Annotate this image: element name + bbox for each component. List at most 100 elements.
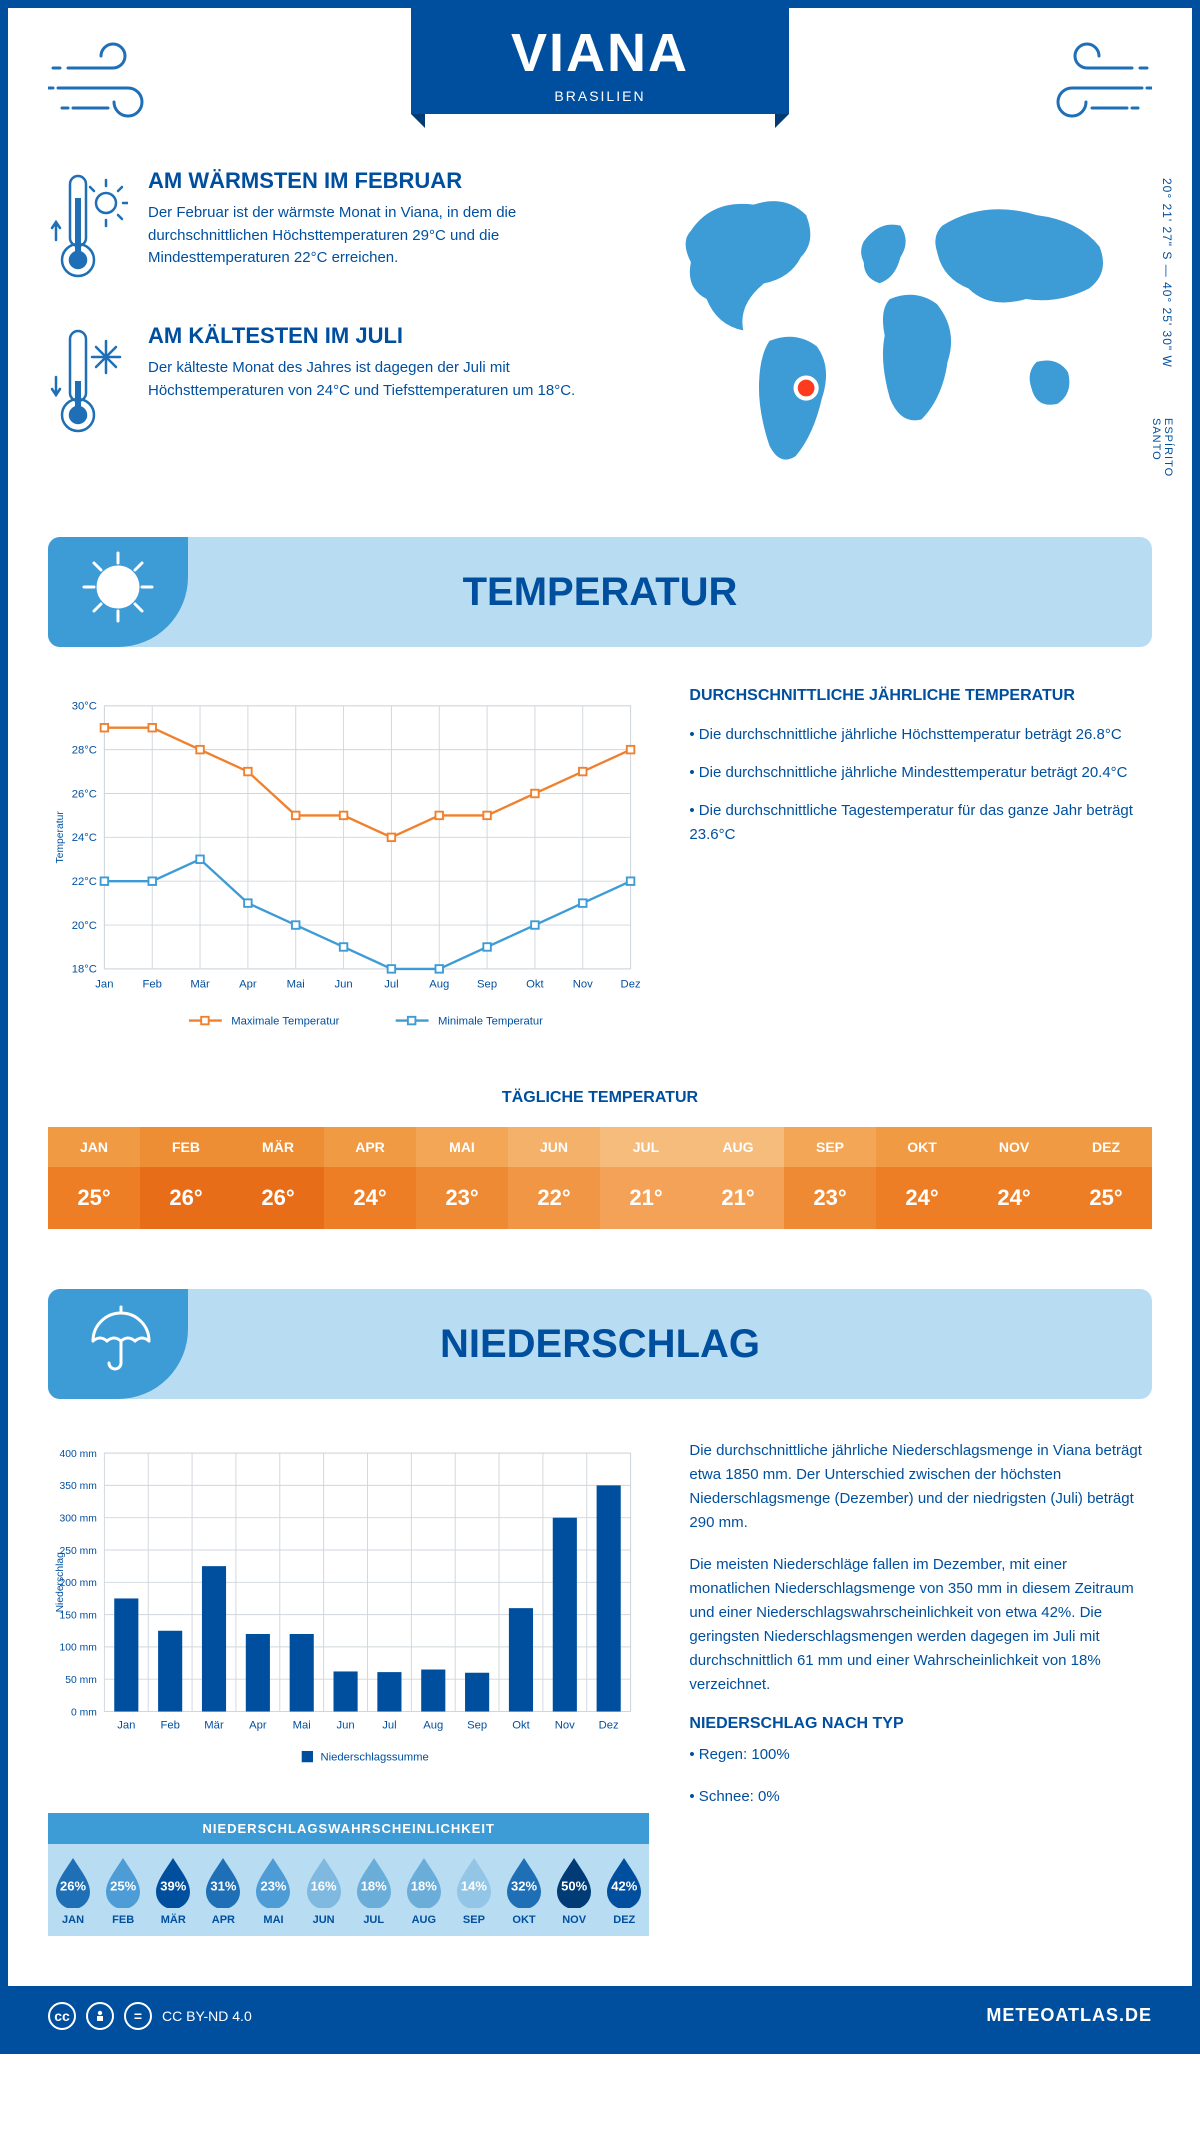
svg-text:Mai: Mai	[287, 979, 305, 991]
svg-text:22°C: 22°C	[72, 876, 97, 888]
svg-text:Jan: Jan	[117, 1720, 135, 1732]
header: VIANA BRASILIEN	[48, 38, 1152, 128]
precipitation-probability-block: NIEDERSCHLAGSWAHRSCHEINLICHKEIT 26%JAN25…	[48, 1813, 649, 1936]
svg-text:Sep: Sep	[467, 1720, 487, 1732]
wind-icon-left	[48, 38, 168, 128]
by-icon	[86, 2002, 114, 2030]
warmest-text: Der Februar ist der wärmste Monat in Via…	[148, 202, 598, 270]
prob-cell: 39%MÄR	[148, 1844, 198, 1936]
intro-row: AM WÄRMSTEN IM FEBRUAR Der Februar ist d…	[48, 168, 1152, 487]
thermometer-hot-icon	[48, 168, 128, 293]
prob-cell: 23%MAI	[248, 1844, 298, 1936]
region-label: ESPÍRITO SANTO	[1150, 418, 1174, 487]
prob-cell: 18%JUL	[349, 1844, 399, 1936]
svg-text:Jan: Jan	[95, 979, 113, 991]
svg-text:30°C: 30°C	[72, 701, 97, 713]
prob-cell: 50%NOV	[549, 1844, 599, 1936]
prob-cell: 26%JAN	[48, 1844, 98, 1936]
site-name: METEOATLAS.DE	[986, 2005, 1152, 2026]
svg-text:Aug: Aug	[429, 979, 449, 991]
svg-text:0 mm: 0 mm	[71, 1708, 97, 1719]
svg-text:24°C: 24°C	[72, 832, 97, 844]
temp-info-item: • Die durchschnittliche jährliche Mindes…	[689, 761, 1152, 785]
svg-text:Mär: Mär	[204, 1720, 224, 1732]
temp-table-col: JUL21°	[600, 1127, 692, 1229]
warmest-fact: AM WÄRMSTEN IM FEBRUAR Der Februar ist d…	[48, 168, 598, 293]
svg-text:Dez: Dez	[621, 979, 641, 991]
svg-text:Okt: Okt	[512, 1720, 530, 1732]
coldest-title: AM KÄLTESTEN IM JULI	[148, 323, 598, 349]
temp-table-col: NOV24°	[968, 1127, 1060, 1229]
svg-text:Jul: Jul	[382, 1720, 396, 1732]
svg-text:18°C: 18°C	[72, 964, 97, 976]
country-subtitle: BRASILIEN	[511, 88, 689, 104]
temp-table-col: AUG21°	[692, 1127, 784, 1229]
temp-table-col: FEB26°	[140, 1127, 232, 1229]
prob-cell: 25%FEB	[98, 1844, 148, 1936]
temp-table-col: DEZ25°	[1060, 1127, 1152, 1229]
svg-text:Mär: Mär	[190, 979, 210, 991]
city-title: VIANA	[511, 22, 689, 84]
title-banner: VIANA BRASILIEN	[411, 8, 789, 114]
prob-cell: 32%OKT	[499, 1844, 549, 1936]
temp-table-col: MÄR26°	[232, 1127, 324, 1229]
temp-table-col: APR24°	[324, 1127, 416, 1229]
nd-icon: =	[124, 2002, 152, 2030]
svg-text:Niederschlagssumme: Niederschlagssumme	[321, 1752, 429, 1764]
svg-text:Aug: Aug	[423, 1720, 443, 1732]
temp-table-col: OKT24°	[876, 1127, 968, 1229]
temperature-info: DURCHSCHNITTLICHE JÄHRLICHE TEMPERATUR •…	[689, 687, 1152, 1049]
svg-text:Apr: Apr	[249, 1720, 267, 1732]
footer: cc = CC BY-ND 4.0 METEOATLAS.DE	[8, 1986, 1192, 2046]
svg-text:20°C: 20°C	[72, 920, 97, 932]
temp-table-col: JUN22°	[508, 1127, 600, 1229]
svg-text:Maximale Temperatur: Maximale Temperatur	[231, 1016, 339, 1028]
prob-cell: 42%DEZ	[599, 1844, 649, 1936]
temp-table-col: SEP23°	[784, 1127, 876, 1229]
prob-cell: 18%AUG	[399, 1844, 449, 1936]
svg-text:300 mm: 300 mm	[60, 1514, 97, 1525]
temp-info-item: • Die durchschnittliche jährliche Höchst…	[689, 723, 1152, 747]
svg-text:Jul: Jul	[384, 979, 398, 991]
svg-text:Nov: Nov	[555, 1720, 575, 1732]
svg-text:Feb: Feb	[160, 1720, 179, 1732]
daily-temp-title: TÄGLICHE TEMPERATUR	[48, 1089, 1152, 1107]
precipitation-title: NIEDERSCHLAG	[48, 1322, 1152, 1367]
svg-text:Jun: Jun	[336, 1720, 354, 1732]
temperature-line-chart: 18°C20°C22°C24°C26°C28°C30°CJanFebMärApr…	[48, 687, 649, 1049]
precipitation-section-header: NIEDERSCHLAG	[48, 1289, 1152, 1399]
svg-text:Jun: Jun	[334, 979, 352, 991]
svg-text:Niederschlag: Niederschlag	[55, 1552, 66, 1613]
svg-text:100 mm: 100 mm	[60, 1643, 97, 1654]
prob-cell: 31%APR	[198, 1844, 248, 1936]
page-frame: VIANA BRASILIEN	[0, 0, 1200, 2054]
svg-text:Apr: Apr	[239, 979, 257, 991]
svg-text:Minimale Temperatur: Minimale Temperatur	[438, 1016, 543, 1028]
world-map: 20° 21' 27" S — 40° 25' 30" W ESPÍRITO S…	[628, 168, 1152, 487]
svg-text:350 mm: 350 mm	[60, 1482, 97, 1493]
wind-icon-right	[1032, 38, 1152, 128]
precip-type-title: NIEDERSCHLAG NACH TYP	[689, 1715, 1152, 1733]
thermometer-cold-icon	[48, 323, 128, 448]
temp-table-col: MAI23°	[416, 1127, 508, 1229]
svg-text:28°C: 28°C	[72, 745, 97, 757]
cc-icon: cc	[48, 2002, 76, 2030]
svg-text:Nov: Nov	[573, 979, 593, 991]
coordinates-label: 20° 21' 27" S — 40° 25' 30" W	[1160, 178, 1174, 368]
warmest-title: AM WÄRMSTEN IM FEBRUAR	[148, 168, 598, 194]
coldest-fact: AM KÄLTESTEN IM JULI Der kälteste Monat …	[48, 323, 598, 448]
temp-info-item: • Die durchschnittliche Tagestemperatur …	[689, 799, 1152, 847]
precip-type-item: • Regen: 100%	[689, 1743, 1152, 1767]
svg-text:Sep: Sep	[477, 979, 497, 991]
precip-type-item: • Schnee: 0%	[689, 1785, 1152, 1809]
precipitation-text: Die durchschnittliche jährliche Niedersc…	[689, 1439, 1152, 1935]
temp-info-title: DURCHSCHNITTLICHE JÄHRLICHE TEMPERATUR	[689, 687, 1152, 705]
svg-text:400 mm: 400 mm	[60, 1449, 97, 1460]
temperature-title: TEMPERATUR	[48, 570, 1152, 615]
prob-cell: 14%SEP	[449, 1844, 499, 1936]
daily-temp-table: JAN25°FEB26°MÄR26°APR24°MAI23°JUN22°JUL2…	[48, 1127, 1152, 1229]
svg-text:Dez: Dez	[599, 1720, 619, 1732]
coldest-text: Der kälteste Monat des Jahres ist dagege…	[148, 357, 598, 402]
prob-cell: 16%JUN	[299, 1844, 349, 1936]
svg-text:Mai: Mai	[293, 1720, 311, 1732]
